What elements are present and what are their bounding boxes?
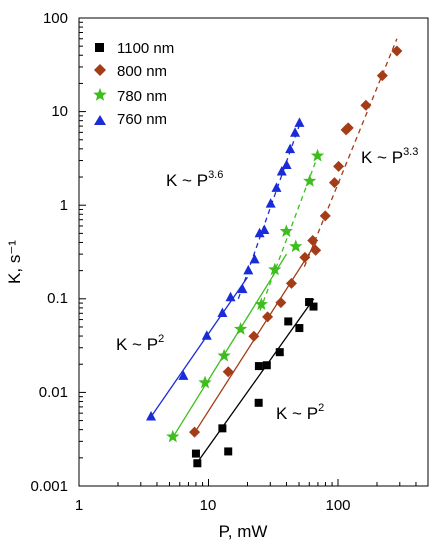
data-point <box>222 366 234 378</box>
data-point <box>307 234 319 246</box>
data-point <box>328 177 340 189</box>
legend: 1100 nm 800 nm 780 nm 760 nm <box>93 40 174 128</box>
data-point <box>391 45 403 57</box>
data-point <box>342 122 354 134</box>
fit-line <box>172 253 288 438</box>
y-tick-label: 0.01 <box>39 384 68 401</box>
data-point <box>217 307 228 318</box>
y-tick-label: 0.001 <box>30 478 68 495</box>
legend-marker-square <box>95 43 104 52</box>
fit-lines <box>150 38 398 465</box>
data-point <box>254 362 263 371</box>
y-axis-title: K, s⁻¹ <box>5 240 24 284</box>
y-tick-label: 0.1 <box>47 290 68 307</box>
legend-marker-triangle <box>94 115 106 125</box>
legend-label: 780 nm <box>117 88 167 105</box>
y-tick-label: 10 <box>51 103 68 120</box>
annotation-760-high: K ~ P3.6 <box>166 169 223 190</box>
data-point <box>319 210 331 222</box>
data-point <box>333 160 345 172</box>
data-point <box>225 291 236 302</box>
data-point <box>281 159 292 169</box>
data-point <box>166 429 180 443</box>
x-tick-label: 10 <box>200 497 217 514</box>
data-point <box>294 117 305 127</box>
data-point <box>271 182 282 192</box>
data-point <box>305 298 314 307</box>
legend-label: 800 nm <box>117 63 167 80</box>
data-point <box>276 166 287 176</box>
data-point <box>198 375 212 389</box>
legend-marker-diamond <box>94 64 106 76</box>
data-point <box>178 370 189 380</box>
data-point <box>224 447 233 456</box>
data-point <box>275 348 284 357</box>
data-point <box>376 70 388 82</box>
data-point <box>254 398 263 407</box>
data-point <box>191 449 200 458</box>
data-point <box>285 143 296 154</box>
data-point <box>262 361 271 370</box>
data-point <box>295 324 304 333</box>
data-point <box>289 239 303 253</box>
data-point <box>285 277 297 289</box>
data-point <box>243 264 254 275</box>
data-point <box>259 224 270 234</box>
x-tick-label: 100 <box>325 497 350 514</box>
data-point <box>237 283 248 294</box>
data-point <box>254 227 265 238</box>
data-point <box>189 426 201 438</box>
annotation-760-low: K ~ P2 <box>116 333 164 354</box>
data-point <box>218 424 227 433</box>
axis-ticks <box>78 17 417 487</box>
data-point <box>275 297 287 309</box>
data-point <box>279 224 293 237</box>
data-point <box>265 198 276 208</box>
data-point <box>310 148 325 162</box>
x-axis-title: P, mW <box>219 522 268 541</box>
data-point <box>217 348 231 362</box>
data-point <box>309 302 318 311</box>
data-point <box>254 297 269 311</box>
data-point <box>201 330 212 340</box>
data-point <box>248 330 260 342</box>
plot-frame <box>78 17 429 487</box>
annotation-1100-low: K ~ P2 <box>276 402 324 423</box>
y-tick-label: 1 <box>60 197 68 214</box>
data-point <box>193 459 202 468</box>
data-point <box>360 99 372 111</box>
data-point <box>262 311 274 323</box>
data-point <box>233 322 248 335</box>
data-point <box>299 251 311 263</box>
annotation-800-high: K ~ P3.3 <box>361 146 418 167</box>
legend-marker-star <box>93 88 107 101</box>
legend-label: 1100 nm <box>117 40 174 57</box>
data-point <box>249 253 260 264</box>
y-tick-label: 100 <box>43 10 68 27</box>
legend-label: 760 nm <box>117 111 167 128</box>
data-point <box>290 127 301 137</box>
x-tick-label: 1 <box>75 497 83 514</box>
data-point <box>284 317 293 326</box>
fit-line <box>195 298 315 465</box>
data-point <box>268 262 282 276</box>
data-point <box>310 244 322 256</box>
data-markers <box>146 45 403 468</box>
data-point <box>303 174 317 187</box>
data-point <box>146 410 157 421</box>
